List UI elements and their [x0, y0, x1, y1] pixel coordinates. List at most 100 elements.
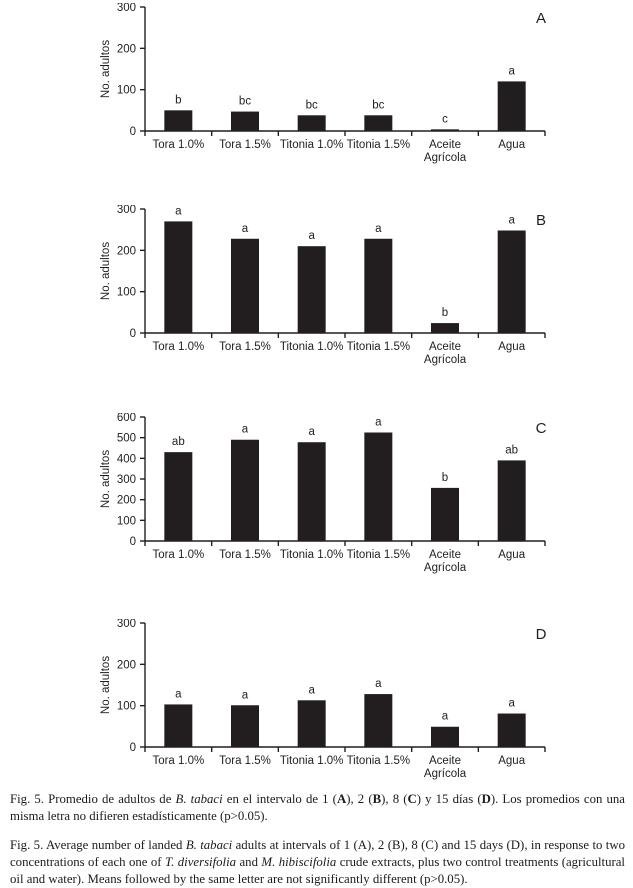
y-tick-label: 100 — [117, 515, 136, 527]
caption-segment: Fig. 5. Average number of landed — [10, 838, 186, 852]
bar-tora-1.0% — [164, 704, 193, 747]
y-tick-label: 200 — [117, 659, 136, 671]
caption-segment: ), 8 ( — [381, 792, 408, 806]
bar-aceite-agr-cola — [431, 323, 459, 333]
panel-letter: B — [536, 212, 546, 229]
y-tick-label: 0 — [130, 742, 136, 754]
x-category-label: Aceite — [429, 549, 461, 561]
significance-letter: ab — [172, 436, 185, 448]
bar-tora-1.5% — [231, 238, 259, 333]
significance-letter: a — [175, 205, 182, 217]
x-category-label: Titonia 1.5% — [347, 139, 411, 151]
x-category-label: Agrícola — [424, 562, 467, 574]
x-category-label: Agrícola — [424, 768, 467, 780]
y-tick-label: 300 — [117, 205, 136, 216]
significance-letter: ab — [505, 444, 518, 456]
significance-letter: b — [175, 94, 181, 106]
y-tick-label: 600 — [117, 413, 136, 424]
significance-letter: b — [442, 307, 448, 319]
significance-letter: a — [308, 426, 315, 438]
caption-segment: and — [236, 855, 262, 869]
x-category-label: Agua — [498, 341, 525, 353]
y-axis-label: No. adultos — [100, 242, 112, 300]
x-category-label: Titonia 1.0% — [280, 549, 344, 561]
significance-letter: a — [308, 684, 315, 696]
y-tick-label: 200 — [117, 245, 136, 257]
x-category-label: Titonia 1.0% — [280, 341, 344, 353]
significance-letter: a — [242, 689, 249, 701]
bar-titonia-1.5% — [364, 238, 393, 333]
bar-titonia-1.5% — [364, 432, 393, 541]
y-tick-label: 200 — [117, 43, 136, 55]
y-tick-label: 500 — [117, 433, 136, 445]
caption-spanish: Fig. 5. Promedio de adultos de B. tabaci… — [10, 791, 625, 825]
bar-tora-1.5% — [231, 439, 259, 541]
significance-letter: a — [508, 698, 515, 710]
bar-tora-1.0% — [164, 221, 193, 333]
y-tick-label: 200 — [117, 495, 136, 507]
x-category-label: Tora 1.5% — [219, 139, 271, 151]
bar-tora-1.0% — [164, 110, 193, 131]
x-category-label: Aceite — [429, 755, 461, 767]
figure-captions: Fig. 5. Promedio de adultos de B. tabaci… — [10, 791, 625, 888]
x-category-label: Agrícola — [424, 152, 467, 164]
bar-chart-panel-A: 0 100 200 300 b Tora 1.0% bc Tora 1.5% bc Titonia… — [100, 3, 546, 164]
x-category-label: Aceite — [429, 139, 461, 151]
caption-segment: B. tabaci — [175, 792, 223, 806]
bar-titonia-1.0% — [297, 246, 326, 333]
significance-letter: a — [308, 230, 315, 242]
significance-letter: a — [442, 711, 449, 723]
significance-letter: a — [375, 417, 382, 429]
bar-aceite-agr-cola — [431, 726, 459, 747]
y-tick-label: 100 — [117, 701, 136, 713]
caption-segment: ), 2 ( — [346, 792, 373, 806]
bar-tora-1.0% — [164, 452, 193, 541]
caption-english: Fig. 5. Average number of landed B. taba… — [10, 837, 625, 888]
y-axis-label: No. adultos — [100, 450, 112, 508]
caption-segment: crude extracts, plus two control treatme… — [10, 855, 625, 886]
x-category-label: Titonia 1.0% — [280, 755, 344, 767]
x-category-label: Titonia 1.0% — [280, 139, 344, 151]
x-category-label: Tora 1.5% — [219, 341, 271, 353]
caption-segment: ). Los promedios con una misma letra no … — [10, 792, 625, 823]
panel-letter: A — [536, 10, 546, 27]
x-category-label: Agua — [498, 549, 525, 561]
bar-agua — [497, 713, 526, 747]
x-category-label: Tora 1.5% — [219, 755, 271, 767]
x-category-label: Titonia 1.5% — [347, 341, 411, 353]
panel-letter: D — [536, 626, 547, 643]
x-category-label: Tora 1.0% — [152, 139, 204, 151]
caption-segment: Fig. 5. Promedio de adultos de — [10, 792, 176, 806]
x-category-label: Tora 1.5% — [219, 549, 271, 561]
caption-segment: T. diversifolia — [164, 855, 237, 869]
y-tick-label: 400 — [117, 453, 136, 465]
bar-titonia-1.0% — [297, 700, 326, 747]
y-tick-label: 300 — [117, 474, 136, 486]
bar-tora-1.5% — [231, 111, 259, 131]
caption-segment: en el intervalo de 1 ( — [222, 792, 337, 806]
significance-letter: a — [375, 223, 382, 235]
caption-segment: adults at intervals of 1 (A), 2 (B), 8 (… — [10, 838, 625, 869]
x-category-label: Tora 1.0% — [152, 341, 204, 353]
bar-chart-panel-B: 0 100 200 300 a Tora 1.0% a Tora 1.5% a Titonia 1… — [100, 205, 546, 366]
bar-chart-panel-D: 0 100 200 300 a Tora 1.0% a Tora 1.5% a Titonia 1… — [100, 619, 547, 780]
bar-titonia-1.5% — [364, 694, 393, 747]
x-category-label: Agrícola — [424, 354, 467, 366]
bar-aceite-agr-cola — [431, 487, 459, 541]
caption-segment: B. tabaci — [185, 838, 233, 852]
bar-titonia-1.5% — [364, 115, 393, 131]
significance-letter: b — [442, 472, 448, 484]
caption-segment: M. hibiscifolia — [261, 855, 337, 869]
bar-agua — [497, 230, 526, 333]
y-tick-label: 300 — [117, 3, 136, 14]
panel-letter: C — [536, 420, 547, 437]
x-category-label: Agua — [498, 139, 525, 151]
caption-segment: ) y 15 días ( — [416, 792, 482, 806]
significance-letter: bc — [306, 99, 318, 111]
significance-letter: a — [508, 65, 515, 77]
caption-segment: A — [336, 792, 347, 806]
x-category-label: Tora 1.0% — [152, 549, 204, 561]
x-category-label: Titonia 1.5% — [347, 755, 411, 767]
caption-segment: C — [407, 792, 417, 806]
